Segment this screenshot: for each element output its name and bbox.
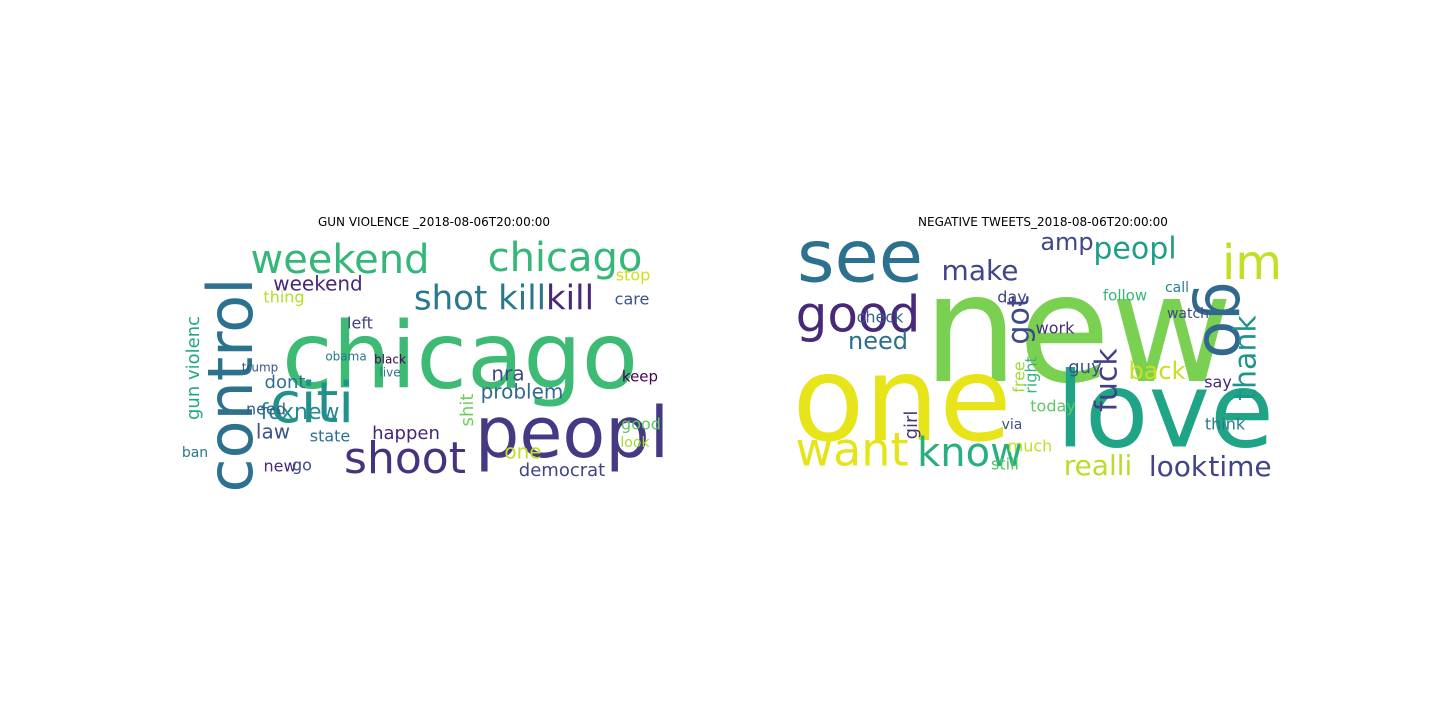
word: go bbox=[1190, 281, 1263, 358]
word: one bbox=[792, 330, 1012, 468]
word: girl bbox=[901, 411, 922, 440]
word: kill bbox=[546, 279, 594, 319]
word: shot kill bbox=[414, 279, 546, 319]
word: via bbox=[1002, 417, 1023, 433]
word: weekend bbox=[250, 237, 429, 283]
word: state bbox=[310, 427, 351, 446]
word: today bbox=[1030, 397, 1076, 416]
word: nra bbox=[491, 362, 524, 386]
word: new bbox=[923, 243, 1233, 417]
word: good bbox=[796, 286, 921, 344]
word: peopl bbox=[475, 392, 669, 474]
word: got bbox=[1002, 295, 1037, 344]
word: free bbox=[1010, 361, 1029, 393]
word: amp bbox=[1040, 228, 1093, 256]
word: call bbox=[1165, 280, 1189, 296]
word: thank bbox=[1229, 315, 1264, 401]
word: ban bbox=[182, 445, 208, 461]
word: follow bbox=[1103, 287, 1147, 305]
word: love bbox=[1056, 349, 1274, 471]
wordcloud-panel: NEGATIVE TWEETS_2018-08-06T20:00:00 newo… bbox=[792, 215, 1282, 483]
word: problem bbox=[481, 380, 564, 404]
word: left bbox=[347, 314, 373, 333]
word: shit bbox=[457, 394, 478, 427]
word: obama bbox=[325, 350, 366, 364]
word: know bbox=[917, 430, 1023, 476]
word: black bbox=[374, 353, 406, 367]
word: realli bbox=[1064, 449, 1133, 482]
word: new bbox=[263, 457, 296, 476]
word: good bbox=[621, 415, 661, 434]
word: chicago bbox=[282, 302, 638, 409]
word: keep bbox=[622, 368, 658, 386]
word: live bbox=[379, 366, 400, 380]
word: still bbox=[991, 455, 1019, 474]
word: gun violenc bbox=[183, 316, 204, 420]
chart-title: GUN VIOLENCE _2018-08-06T20:00:00 bbox=[318, 215, 550, 229]
word: chicago bbox=[488, 235, 643, 281]
word: weekend bbox=[273, 272, 363, 296]
word: check bbox=[857, 308, 905, 327]
word: trump bbox=[242, 361, 279, 375]
word: want bbox=[795, 423, 908, 477]
word: dont bbox=[265, 372, 306, 393]
word: shoot bbox=[344, 433, 466, 484]
word: see bbox=[797, 215, 923, 299]
word: much bbox=[1008, 437, 1053, 456]
word: stop bbox=[616, 266, 651, 285]
word: im bbox=[1222, 235, 1282, 291]
word: need bbox=[848, 327, 908, 355]
word: care bbox=[615, 290, 650, 309]
word: control bbox=[194, 278, 267, 493]
word: peopl bbox=[1093, 232, 1176, 267]
chart-title: NEGATIVE TWEETS_2018-08-06T20:00:00 bbox=[918, 215, 1168, 229]
word: day bbox=[997, 288, 1026, 307]
word: happen bbox=[372, 423, 440, 444]
word: watch bbox=[1167, 306, 1209, 322]
word: go bbox=[292, 456, 312, 475]
word: time bbox=[1208, 450, 1271, 483]
word: thing bbox=[263, 288, 304, 307]
word: back bbox=[1128, 357, 1185, 385]
word: need bbox=[246, 400, 286, 419]
word: look bbox=[1149, 450, 1208, 483]
wordcloud-panel: GUN VIOLENCE _2018-08-06T20:00:00 chicag… bbox=[182, 215, 669, 492]
word: work bbox=[1036, 319, 1075, 338]
word: fuck bbox=[1090, 348, 1125, 412]
word: make bbox=[942, 254, 1019, 287]
word: one bbox=[504, 440, 541, 464]
word: foxnew bbox=[260, 400, 339, 425]
word: citi bbox=[270, 371, 354, 436]
word: say bbox=[1204, 373, 1232, 392]
word: democrat bbox=[519, 460, 605, 481]
word: guy bbox=[1068, 357, 1102, 378]
word: law bbox=[256, 420, 290, 444]
word: look bbox=[620, 435, 650, 451]
word: think bbox=[1205, 415, 1246, 434]
word: right bbox=[1022, 356, 1041, 394]
